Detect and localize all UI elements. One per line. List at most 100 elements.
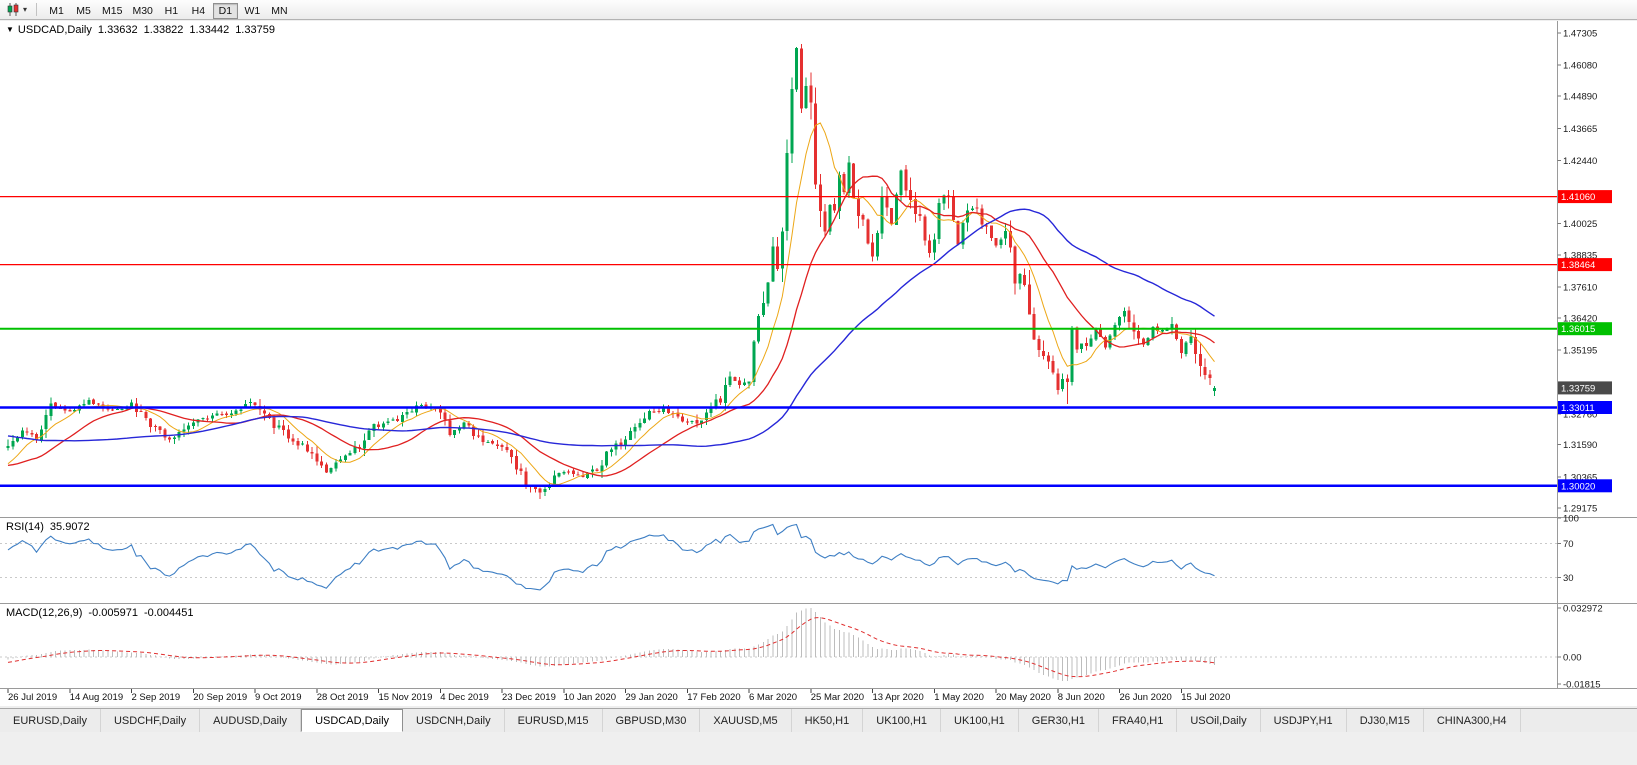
- chart-tab-gbpusd-m30[interactable]: GBPUSD,M30: [603, 709, 701, 732]
- chart-area[interactable]: 1.47305 1.46080 1.44890 1.43665 1.42440 1.400…: [0, 21, 1637, 706]
- svg-text:15 Jul 2020: 15 Jul 2020: [1181, 692, 1230, 703]
- chart-canvas[interactable]: 1.47305 1.46080 1.44890 1.43665 1.42440 1.400…: [0, 21, 1637, 706]
- timeframe-button-m1[interactable]: M1: [44, 3, 69, 19]
- rsi-indicator-header: RSI(14) 35.9072: [6, 521, 90, 533]
- svg-text:1.40025: 1.40025: [1563, 219, 1597, 230]
- svg-text:1.41060: 1.41060: [1561, 192, 1595, 203]
- time-axis[interactable]: 26 Jul 2019 14 Aug 2019 2 Sep 2019 20 Sep 2…: [7, 689, 1230, 703]
- svg-text:1.47305: 1.47305: [1563, 28, 1597, 39]
- ma-line-20: [7, 175, 1215, 477]
- svg-text:1.31590: 1.31590: [1563, 440, 1597, 451]
- svg-text:10 Jan 2020: 10 Jan 2020: [564, 692, 616, 703]
- price-tag-1.41060: 1.41060: [1558, 190, 1612, 204]
- svg-text:13 Apr 2020: 13 Apr 2020: [873, 692, 924, 703]
- svg-text:1.38464: 1.38464: [1561, 260, 1595, 271]
- chart-background: [0, 21, 1637, 706]
- price-tag-1.38464: 1.38464: [1558, 258, 1612, 272]
- ohlc-close: 1.33759: [235, 24, 275, 36]
- chart-ohlc-header: ▼ USDCAD,Daily 1.33632 1.33822 1.33442 1.3375…: [6, 24, 275, 36]
- svg-text:25 Mar 2020: 25 Mar 2020: [811, 692, 864, 703]
- chart-tab-eurusd-daily[interactable]: EURUSD,Daily: [0, 709, 101, 732]
- chart-tab-dj30-m15[interactable]: DJ30,M15: [1347, 709, 1424, 732]
- chart-tab-uk100-h1[interactable]: UK100,H1: [863, 709, 942, 732]
- chart-symbol-period: USDCAD,Daily: [17, 24, 92, 36]
- svg-text:1 May 2020: 1 May 2020: [934, 692, 984, 703]
- timeframe-button-m30[interactable]: M30: [128, 3, 156, 19]
- chart-type-dropdown-caret-icon[interactable]: ▾: [23, 5, 28, 14]
- rsi-line: [7, 523, 1215, 591]
- svg-text:1.46080: 1.46080: [1563, 61, 1597, 72]
- timeframe-button-h4[interactable]: H4: [186, 3, 211, 19]
- svg-text:-0.01815: -0.01815: [1563, 680, 1601, 691]
- svg-text:1.35195: 1.35195: [1563, 346, 1597, 357]
- ohlc-high: 1.33822: [143, 24, 184, 36]
- svg-text:1.43665: 1.43665: [1563, 124, 1597, 135]
- ma-line-55: [7, 208, 1215, 448]
- chart-tab-usdcad-daily[interactable]: USDCAD,Daily: [301, 709, 404, 732]
- chart-tab-xauusd-m5[interactable]: XAUUSD,M5: [700, 709, 792, 732]
- chart-tab-hk50-h1[interactable]: HK50,H1: [792, 709, 864, 732]
- timeframe-button-m5[interactable]: M5: [71, 3, 96, 19]
- chart-tab-eurusd-m15[interactable]: EURUSD,M15: [505, 709, 603, 732]
- chart-tab-usdchf-daily[interactable]: USDCHF,Daily: [101, 709, 201, 732]
- svg-text:26 Jul 2019: 26 Jul 2019: [8, 692, 57, 703]
- svg-text:2 Sep 2019: 2 Sep 2019: [132, 692, 181, 703]
- macd-indicator-header: MACD(12,26,9) -0.005971 -0.004451: [6, 607, 194, 619]
- macd-signal-value: -0.004451: [143, 607, 194, 619]
- svg-text:6 Mar 2020: 6 Mar 2020: [749, 692, 797, 703]
- chart-tab-uk100-h1[interactable]: UK100,H1: [941, 709, 1019, 732]
- svg-text:1.29175: 1.29175: [1563, 504, 1597, 515]
- svg-text:1.30365: 1.30365: [1563, 472, 1597, 483]
- svg-text:23 Dec 2019: 23 Dec 2019: [502, 692, 556, 703]
- svg-text:15 Nov 2019: 15 Nov 2019: [379, 692, 433, 703]
- svg-text:1.37610: 1.37610: [1563, 282, 1597, 293]
- indicator-axis-labels: 100 70 30 0.032972 0.00 -0.01815: [1563, 514, 1603, 691]
- ma-line-8: [7, 122, 1215, 486]
- svg-text:8 Jun 2020: 8 Jun 2020: [1058, 692, 1105, 703]
- svg-text:4 Dec 2019: 4 Dec 2019: [440, 692, 489, 703]
- svg-text:1.30020: 1.30020: [1561, 481, 1595, 492]
- rsi-name: RSI(14): [6, 521, 44, 533]
- svg-text:30: 30: [1563, 573, 1574, 584]
- timeframe-button-mn[interactable]: MN: [267, 3, 292, 19]
- chart-tab-fra40-h1[interactable]: FRA40,H1: [1099, 709, 1178, 732]
- svg-text:1.33011: 1.33011: [1561, 403, 1595, 414]
- svg-text:9 Oct 2019: 9 Oct 2019: [255, 692, 301, 703]
- price-tag-1.30020: 1.30020: [1558, 479, 1612, 493]
- symbol-dropdown-icon[interactable]: ▼: [6, 25, 14, 34]
- timeframe-button-h1[interactable]: H1: [159, 3, 184, 19]
- price-tag-1.36015: 1.36015: [1558, 322, 1612, 336]
- svg-text:1.38835: 1.38835: [1563, 250, 1597, 261]
- svg-text:28 Oct 2019: 28 Oct 2019: [317, 692, 369, 703]
- chart-tab-usdjpy-h1[interactable]: USDJPY,H1: [1261, 709, 1347, 732]
- chart-tabs-bar: EURUSD,Daily USDCHF,Daily AUDUSD,Daily USDC…: [0, 708, 1637, 732]
- ohlc-low: 1.33442: [189, 24, 230, 36]
- svg-text:1.32760: 1.32760: [1563, 410, 1597, 421]
- chart-tab-usoil-daily[interactable]: USOil,Daily: [1177, 709, 1261, 732]
- timeframe-button-w1[interactable]: W1: [240, 3, 265, 19]
- price-tag-1.33011: 1.33011: [1558, 401, 1612, 414]
- toolbar-separator: [36, 3, 38, 16]
- svg-text:17 Feb 2020: 17 Feb 2020: [687, 692, 740, 703]
- macd-histogram: [7, 608, 1215, 682]
- macd-signal-line: [7, 617, 1215, 678]
- timeframe-button-m15[interactable]: M15: [98, 3, 126, 19]
- svg-text:29 Jan 2020: 29 Jan 2020: [626, 692, 678, 703]
- svg-text:1.36015: 1.36015: [1561, 324, 1595, 335]
- chart-tab-audusd-daily[interactable]: AUDUSD,Daily: [200, 709, 302, 732]
- macd-value: -0.005971: [88, 607, 138, 619]
- chart-type-candlestick-icon[interactable]: [6, 3, 21, 16]
- timeframe-button-d1[interactable]: D1: [212, 2, 238, 19]
- svg-text:0.032972: 0.032972: [1563, 604, 1603, 615]
- toolbar: ▾ M1 M5 M15 M30 H1 H4 D1 W1 MN: [0, 0, 1637, 20]
- svg-text:1.42440: 1.42440: [1563, 156, 1597, 167]
- chart-tab-ger30-h1[interactable]: GER30,H1: [1019, 709, 1099, 732]
- svg-text:14 Aug 2019: 14 Aug 2019: [70, 692, 123, 703]
- svg-text:0.00: 0.00: [1563, 653, 1582, 664]
- price-axis-labels: 1.47305 1.46080 1.44890 1.43665 1.42440 1.400…: [1563, 28, 1597, 514]
- svg-text:1.44890: 1.44890: [1563, 92, 1597, 103]
- chart-tab-china300-h4[interactable]: CHINA300,H4: [1424, 709, 1521, 732]
- chart-tab-usdcnh-daily[interactable]: USDCNH,Daily: [403, 709, 505, 732]
- svg-text:70: 70: [1563, 539, 1574, 550]
